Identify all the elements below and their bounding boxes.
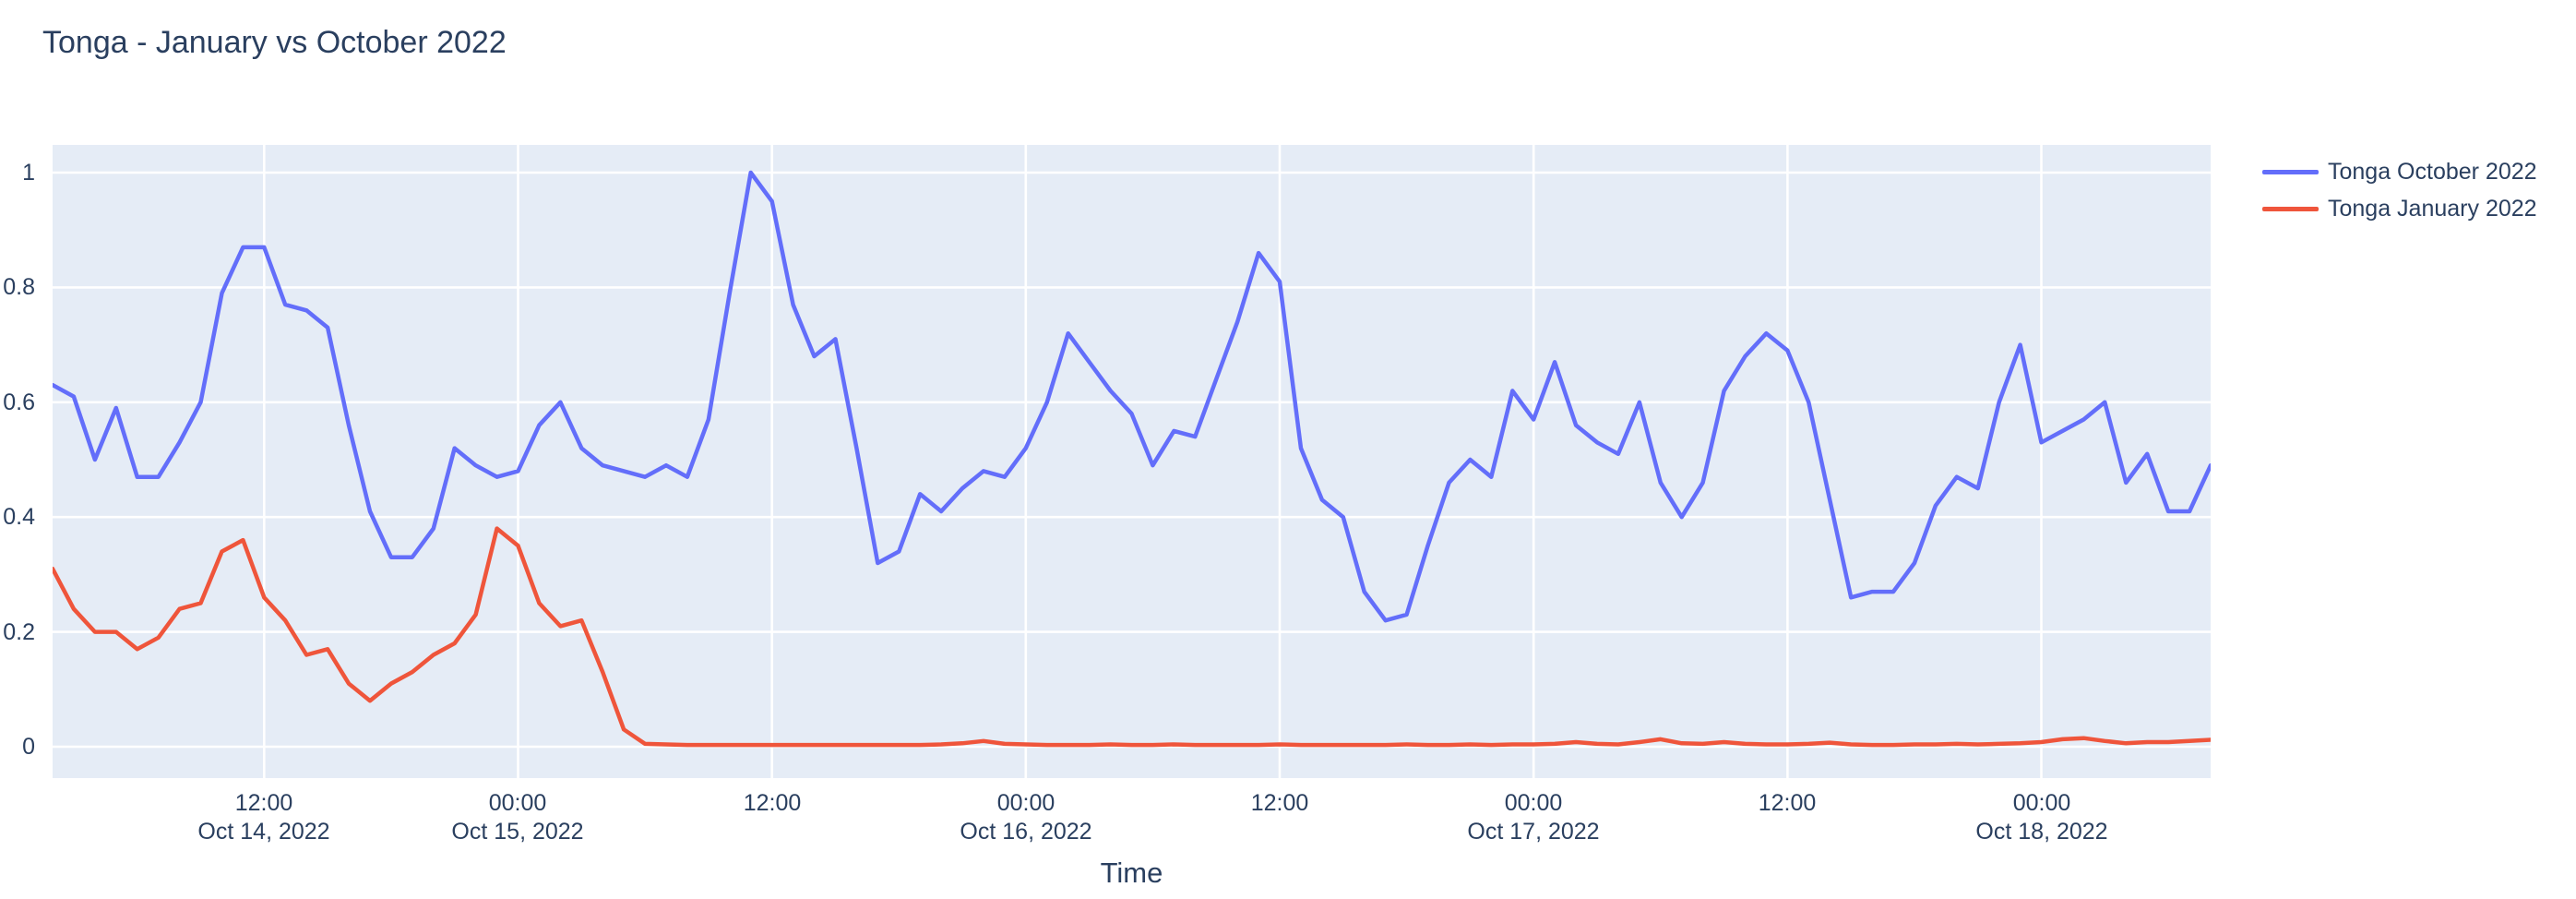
y-tick-label: 0 (22, 734, 35, 760)
x-tick-label: 12:00 (743, 790, 802, 816)
x-tick-label: 12:00 (1250, 790, 1309, 816)
x-tick-label: 12:00 (1758, 790, 1817, 816)
y-axis: 0 0.2 0.4 0.6 0.8 1 (0, 145, 42, 778)
x-tick-label: 00:00 Oct 16, 2022 (960, 790, 1092, 845)
y-tick-label: 0.6 (3, 390, 35, 415)
y-tick-label: 0.2 (3, 619, 35, 645)
plot-area[interactable] (53, 145, 2211, 778)
legend-item-january[interactable]: Tonga January 2022 (2262, 190, 2537, 227)
y-tick-label: 0.8 (3, 274, 35, 300)
x-tick-label: 00:00 Oct 15, 2022 (451, 790, 584, 845)
y-tick-label: 0.4 (3, 504, 35, 530)
legend-label: Tonga October 2022 (2328, 158, 2537, 185)
chart-svg (53, 145, 2211, 778)
y-tick-label: 1 (22, 160, 35, 186)
chart-title: Tonga - January vs October 2022 (42, 25, 507, 60)
january-line-swatch (2262, 206, 2319, 211)
legend-item-october[interactable]: Tonga October 2022 (2262, 153, 2537, 190)
october-line-swatch (2262, 169, 2319, 174)
october-line (53, 170, 2211, 623)
january-line (53, 526, 2211, 748)
legend-label: Tonga January 2022 (2328, 195, 2537, 222)
x-tick-label: 00:00 Oct 18, 2022 (1975, 790, 2108, 845)
x-tick-label: 00:00 Oct 17, 2022 (1467, 790, 1600, 845)
legend: Tonga October 2022 Tonga January 2022 (2262, 153, 2537, 227)
x-axis-title: Time (1100, 857, 1163, 889)
x-axis: 12:00 Oct 14, 2022 00:00 Oct 15, 2022 12:00 0… (53, 789, 2211, 854)
x-tick-label: 12:00 Oct 14, 2022 (197, 790, 330, 845)
